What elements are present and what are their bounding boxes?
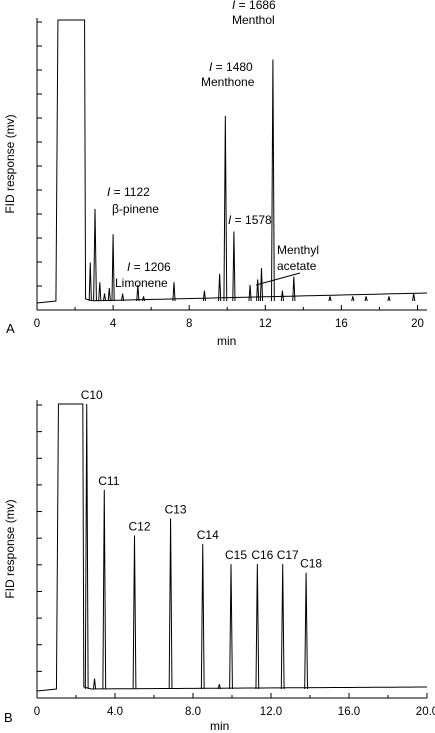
panel-b-trace	[36, 403, 428, 692]
peak-mark	[111, 234, 115, 302]
x-tick-label: 16.0	[338, 706, 360, 718]
panel-b-y-ticks	[37, 404, 42, 699]
menthyl-acetate-leader-line	[255, 272, 301, 286]
panel-b-y-label: FID response (mv)	[3, 499, 17, 598]
peak-mark	[102, 293, 107, 302]
peak-label: C11	[98, 474, 119, 488]
peak-label: C13	[165, 502, 187, 516]
panel-b-label: B	[4, 710, 13, 725]
peak-mark	[292, 276, 296, 302]
peak-mark	[304, 572, 308, 690]
peak-label: C18	[300, 557, 322, 571]
limonene-index-annotation: I = 1206	[127, 260, 171, 274]
panel-a-x-ticks: 0 4 8 12 16 20	[34, 305, 424, 330]
peak-mark	[232, 231, 236, 302]
peak-mark	[255, 564, 260, 690]
x-tick-label: 20.0	[416, 706, 435, 718]
bpinene-annotation: β-pinene	[112, 202, 159, 216]
menthol-index-annotation: I = 1686	[232, 0, 276, 12]
menthone-annotation: Menthone	[201, 75, 255, 89]
peak-mark	[351, 296, 355, 302]
panel-b-x-label: min	[210, 719, 229, 733]
panel-a-peaks	[88, 59, 416, 302]
peak-mark	[88, 262, 92, 302]
peak-label: C17	[277, 548, 299, 562]
peak-mark	[172, 282, 176, 302]
x-tick-label: 20	[411, 318, 424, 330]
limonene-annotation: Limonene	[115, 276, 168, 290]
peak-label: C16	[251, 548, 273, 562]
peak-mark	[218, 273, 222, 302]
x-tick-label: 16	[335, 318, 348, 330]
peak-mark	[200, 544, 205, 690]
x-tick-label: 8	[186, 318, 192, 330]
peak-mark	[328, 296, 332, 302]
peak-mark	[121, 293, 125, 302]
peak-mark	[412, 293, 416, 302]
panel-b-x-ticks: 0 4.0 8.0 12.0 16.0 20.0	[34, 693, 435, 718]
panel-a: 0 4 8 12 16 20 A min FID response (mv) I = 16…	[3, 0, 428, 348]
peak-mark	[132, 535, 137, 690]
peak-mark	[280, 290, 285, 302]
peak-mark	[136, 285, 140, 302]
peak-1578-index-annotation: I = 1578	[228, 213, 272, 227]
peak-mark	[98, 282, 102, 302]
peak-mark	[256, 279, 260, 302]
peak-mark	[364, 296, 368, 302]
menthol-annotation: Menthol	[232, 13, 275, 27]
x-tick-label: 4.0	[107, 706, 123, 718]
panel-a-x-label: min	[217, 334, 236, 348]
peak-mark	[202, 290, 207, 302]
peak-mark	[229, 564, 233, 690]
peak-mark	[141, 296, 146, 302]
panel-a-y-ticks	[37, 21, 42, 311]
panel-a-trace	[36, 19, 428, 304]
menthyl-acetate-annotation-line2: acetate	[277, 259, 317, 273]
peak-label: C12	[129, 520, 151, 534]
peak-mark	[107, 287, 111, 302]
x-tick-label: 0	[34, 706, 40, 718]
peak-mark	[259, 268, 264, 302]
peak-mark	[93, 208, 97, 302]
peak-mark	[168, 518, 173, 690]
panel-a-label: A	[6, 321, 15, 336]
panel-a-y-label: FID response (mv)	[3, 114, 17, 213]
peak-mark	[102, 489, 107, 690]
peak-mark	[280, 564, 285, 690]
x-tick-label: 12.0	[260, 706, 282, 718]
menthyl-acetate-annotation-line1: Menthyl	[277, 243, 319, 257]
x-tick-label: 0	[34, 318, 40, 330]
peak-mark	[217, 684, 221, 690]
peak-mark	[387, 296, 391, 302]
peak-mark	[223, 115, 228, 302]
peak-label: C15	[225, 548, 247, 562]
x-tick-label: 12	[259, 318, 272, 330]
bpinene-index-annotation: I = 1122	[107, 185, 150, 199]
peak-label: C14	[197, 528, 219, 542]
peak-mark	[248, 285, 252, 302]
peak-label: C10	[81, 388, 103, 402]
peak-mark	[271, 59, 275, 302]
menthone-index-annotation: I = 1480	[209, 60, 253, 74]
x-tick-label: 8.0	[185, 706, 201, 718]
peak-mark	[92, 678, 97, 690]
x-tick-label: 4	[110, 318, 117, 330]
peak-mark	[84, 403, 89, 690]
